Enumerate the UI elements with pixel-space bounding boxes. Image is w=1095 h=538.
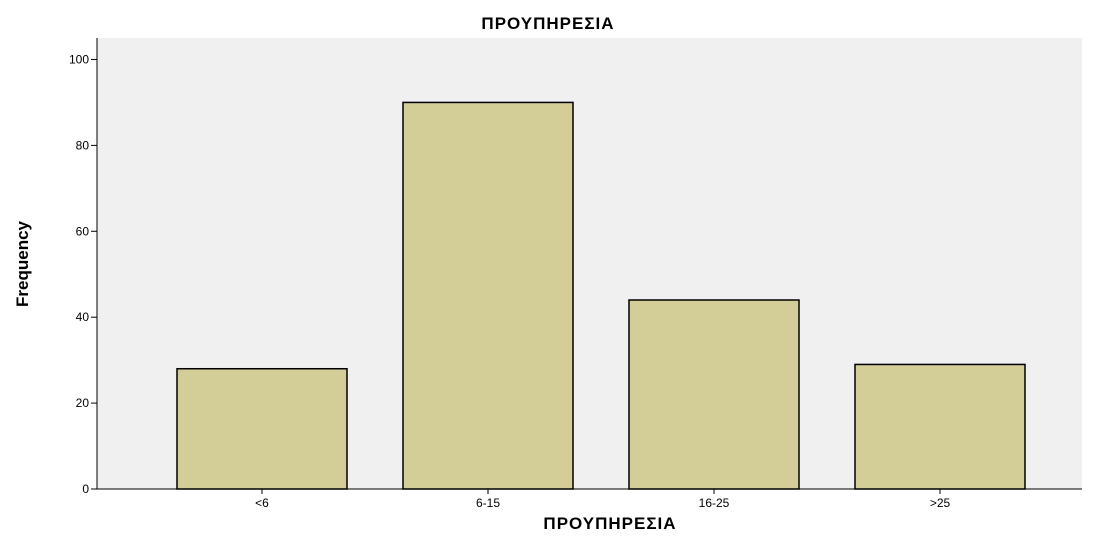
y-tick-label: 100 bbox=[69, 52, 89, 66]
x-tick-label: 6-15 bbox=[476, 496, 500, 510]
bar-2 bbox=[402, 101, 574, 490]
y-tick-label: 0 bbox=[82, 482, 89, 496]
bars-group bbox=[176, 101, 1026, 490]
y-tick-label: 20 bbox=[76, 396, 90, 410]
chart-title: ΠΡΟΥΠΗΡΕΣΙΑ bbox=[481, 14, 614, 33]
y-tick-label: 40 bbox=[76, 310, 90, 324]
bar-1 bbox=[176, 367, 348, 490]
x-axis: <6 6-15 16-25 >25 bbox=[97, 488, 1082, 510]
bar-3 bbox=[628, 299, 800, 490]
y-tick-label: 80 bbox=[76, 138, 90, 152]
y-axis: 0 20 40 60 80 100 bbox=[69, 38, 98, 496]
bar-4 bbox=[854, 363, 1026, 490]
x-tick-label: <6 bbox=[255, 496, 269, 510]
y-tick-label: 60 bbox=[76, 224, 90, 238]
y-axis-label: Frequency bbox=[13, 220, 32, 307]
x-axis-label: ΠΡΟΥΠΗΡΕΣΙΑ bbox=[543, 514, 676, 533]
x-tick-label: 16-25 bbox=[699, 496, 730, 510]
x-tick-label: >25 bbox=[930, 496, 951, 510]
